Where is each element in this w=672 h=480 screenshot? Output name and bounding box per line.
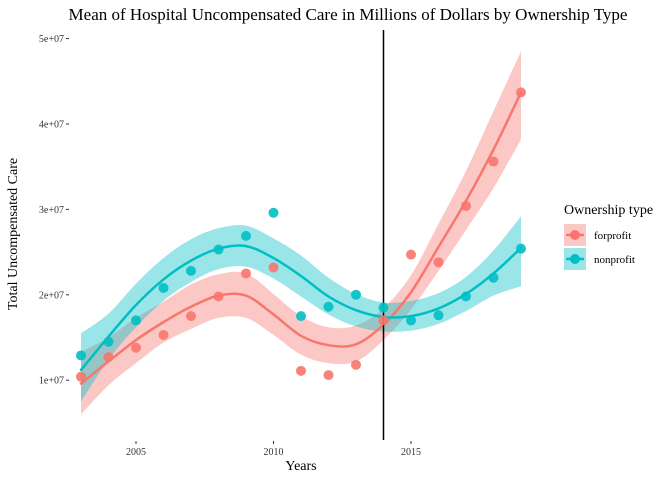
point-forprofit-2013 <box>351 359 361 370</box>
trend-lines <box>79 91 523 385</box>
legend-title: Ownership type <box>564 203 653 218</box>
point-forprofit-2008 <box>213 291 224 302</box>
point-forprofit-2010 <box>268 262 279 273</box>
y-tick-label: 2e+07 <box>39 290 64 301</box>
legend-item-nonprofit: nonprofit <box>564 248 635 270</box>
point-nonprofit-2003 <box>76 350 86 361</box>
point-nonprofit-2019 <box>516 243 526 254</box>
legend-items: forprofit nonprofit <box>564 224 635 270</box>
x-axis-ticks: 2005 2010 2015 <box>126 441 421 458</box>
point-nonprofit-2011 <box>296 311 306 322</box>
point-forprofit-2017 <box>461 200 471 211</box>
legend: Ownership type forprofit nonprofit <box>564 203 653 270</box>
trend-line-forprofit <box>79 91 523 385</box>
point-nonprofit-2006 <box>158 282 169 293</box>
y-tick-label: 3e+07 <box>39 205 64 216</box>
point-nonprofit-2004 <box>103 336 114 347</box>
point-forprofit-2003 <box>76 371 86 382</box>
confidence-band-nonprofit <box>81 216 521 402</box>
point-forprofit-2004 <box>103 352 114 363</box>
y-tick-label: 4e+07 <box>39 119 64 130</box>
y-axis-title: Total Uncompensated Care <box>6 158 21 310</box>
legend-item-forprofit: forprofit <box>564 224 631 246</box>
x-tick-label: 2010 <box>264 447 284 458</box>
legend-label-forprofit: forprofit <box>594 230 631 242</box>
point-forprofit-2019 <box>516 87 526 98</box>
point-nonprofit-2014 <box>378 302 389 313</box>
point-nonprofit-2005 <box>131 315 141 326</box>
y-axis-ticks: 1e+07 2e+07 3e+07 4e+07 5e+07 <box>39 34 69 387</box>
data-points <box>76 87 526 382</box>
point-nonprofit-2008 <box>213 244 224 255</box>
point-nonprofit-2018 <box>488 272 499 283</box>
point-forprofit-2009 <box>241 268 251 279</box>
point-forprofit-2014 <box>378 315 389 326</box>
point-forprofit-2012 <box>323 370 334 381</box>
point-forprofit-2005 <box>131 342 141 353</box>
x-tick-label: 2005 <box>126 447 146 458</box>
point-nonprofit-2012 <box>323 301 334 312</box>
confidence-band-forprofit <box>81 51 521 415</box>
confidence-bands <box>81 51 521 415</box>
chart-title: Mean of Hospital Uncompensated Care in M… <box>69 5 628 24</box>
point-nonprofit-2016 <box>433 310 444 321</box>
point-forprofit-2011 <box>296 365 306 376</box>
legend-key-point <box>570 254 580 264</box>
x-axis-title: Years <box>285 459 316 474</box>
point-nonprofit-2015 <box>406 315 416 326</box>
y-tick-label: 5e+07 <box>39 34 64 45</box>
point-nonprofit-2017 <box>461 291 471 302</box>
point-nonprofit-2009 <box>241 230 251 241</box>
point-forprofit-2007 <box>186 311 196 322</box>
point-nonprofit-2010 <box>268 207 279 218</box>
x-tick-label: 2015 <box>401 447 421 458</box>
trend-line-nonprofit <box>79 244 523 372</box>
point-forprofit-2016 <box>433 257 444 268</box>
point-forprofit-2018 <box>488 156 499 167</box>
legend-label-nonprofit: nonprofit <box>594 254 635 266</box>
point-nonprofit-2007 <box>186 265 196 276</box>
point-nonprofit-2013 <box>351 289 361 300</box>
point-forprofit-2006 <box>158 329 169 340</box>
y-tick-label: 1e+07 <box>39 376 64 387</box>
legend-key-point <box>570 230 580 240</box>
point-forprofit-2015 <box>406 249 416 260</box>
